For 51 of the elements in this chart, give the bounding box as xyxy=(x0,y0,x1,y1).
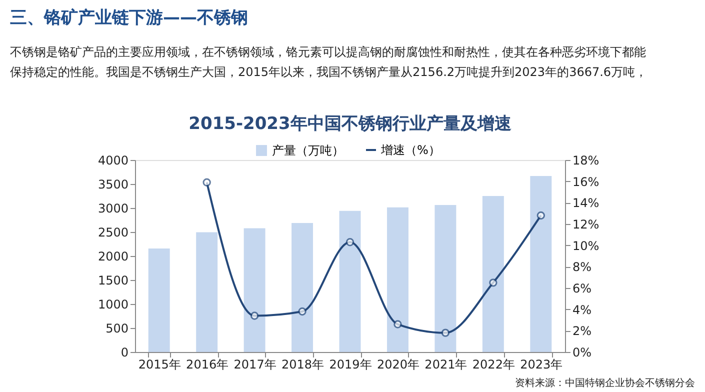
y-tick-label: 2500 xyxy=(98,226,128,240)
x-tick-label: 2020年 xyxy=(376,358,420,372)
bar xyxy=(196,232,218,352)
x-tick-label: 2015年 xyxy=(138,358,181,372)
x-tick-label: 2017年 xyxy=(234,358,276,372)
text: 不锈钢是铬矿产品的主要应用领域，在不锈钢领域，铬元素可以提高钢的耐腐蚀性和耐热性，使其在各种恶劣环境下都能保持稳定的性能。我国是不锈钢生产大国，2015年以来，我国不锈钢产量从2156.2万吨提升到2023年的3667.6万吨， xyxy=(10,45,648,79)
bar xyxy=(530,176,552,352)
x-tick-label: 2022年 xyxy=(472,358,515,372)
y-tick-label: 1500 xyxy=(98,274,128,288)
legend-label: 产量（万吨） xyxy=(272,144,344,158)
bar xyxy=(482,196,504,352)
y2-tick-label: 8% xyxy=(572,260,592,274)
y2-tick-label: 12% xyxy=(572,218,600,232)
text: 三、铬矿产业链下游——不锈钢 xyxy=(10,8,248,28)
y2-tick-label: 2% xyxy=(572,324,592,338)
y-tick-label: 3000 xyxy=(98,202,128,216)
x-tick-label: 2018年 xyxy=(282,358,324,372)
text: 资料来源：中国特钢企业协会不锈钢分会 xyxy=(515,377,695,389)
x-tick-label: 2021年 xyxy=(424,358,468,372)
point xyxy=(441,328,450,337)
chart-title: 2015-2023年中国不锈钢行业产量及增速 xyxy=(188,114,512,134)
y2-tick-label: 0% xyxy=(572,346,592,360)
point xyxy=(346,238,354,246)
point xyxy=(202,178,211,186)
y2-tick-label: 18% xyxy=(572,154,600,168)
point xyxy=(298,307,306,316)
x-tick-label: 2019年 xyxy=(329,358,372,372)
y-tick-label: 3500 xyxy=(98,178,128,192)
legend-label: 增速（%） xyxy=(380,143,440,157)
y-tick-label: 1000 xyxy=(98,298,128,312)
y2-tick-label: 6% xyxy=(572,282,592,296)
bar xyxy=(148,248,170,352)
point xyxy=(394,320,402,328)
bar xyxy=(386,207,408,352)
point xyxy=(250,312,259,320)
bar xyxy=(434,204,456,352)
y2-tick-label: 16% xyxy=(572,174,600,189)
y-tick-label: 4000 xyxy=(98,154,128,168)
y-tick-label: 0 xyxy=(120,346,128,360)
point xyxy=(536,211,546,220)
point xyxy=(489,278,498,287)
x-tick-label: 2023年 xyxy=(520,358,563,372)
bar xyxy=(244,228,266,352)
y2-tick-label: 14% xyxy=(572,196,600,210)
y2-tick-label: 4% xyxy=(572,302,592,317)
bar xyxy=(292,223,314,352)
y-tick-label: 2000 xyxy=(98,250,128,264)
y-tick-label: 500 xyxy=(106,322,128,336)
bar xyxy=(339,210,361,352)
x-tick-label: 2016年 xyxy=(186,358,229,372)
y2-tick-label: 10% xyxy=(572,238,600,253)
